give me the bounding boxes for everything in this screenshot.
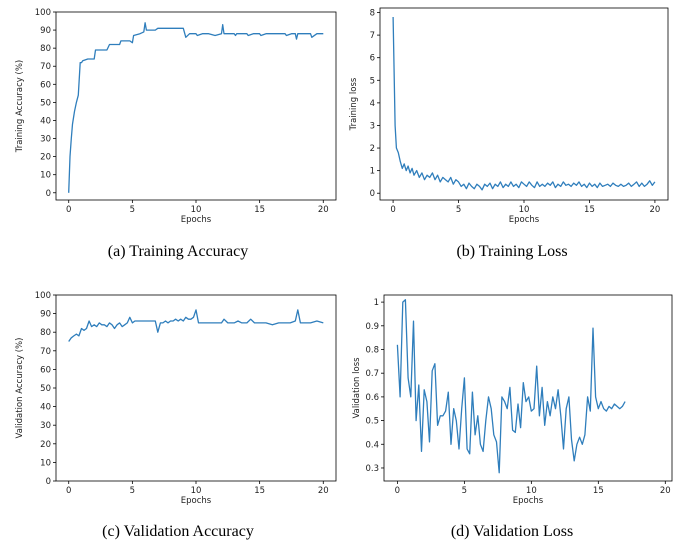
y-tick-label: 30 [40, 135, 51, 145]
y-tick-label: 90 [40, 310, 51, 320]
y-tick-label: 20 [40, 153, 51, 163]
x-tick-label: 10 [526, 486, 537, 496]
y-tick-label: 3 [370, 121, 375, 131]
y-tick-label: 0.6 [365, 393, 379, 403]
x-tick-label: 20 [318, 486, 329, 496]
y-tick-label: 8 [370, 9, 375, 19]
y-tick-label: 60 [40, 365, 51, 375]
plot-frame [55, 11, 337, 201]
y-axis-label: Validation loss [352, 357, 362, 419]
y-tick-label: 90 [40, 26, 51, 36]
y-tick-label: 0.4 [365, 440, 379, 450]
x-tick-label: 15 [254, 205, 265, 215]
chart-panel: 0 5 10 15 20 0 10 20 30 40 50 60 70 80 90 100 Epochs Trai… [15, 8, 337, 260]
chart-caption: (c) Validation Accuracy [102, 523, 254, 540]
x-axis-label: Epochs [509, 215, 540, 225]
plot-frame [383, 294, 673, 482]
x-tick-label: 15 [593, 486, 604, 496]
x-tick-label: 20 [318, 205, 329, 215]
y-tick-label: 0.3 [365, 464, 379, 474]
plot-frame [55, 294, 337, 482]
chart-panel: 0 5 10 15 20 0.3 0.4 0.5 0.6 0.7 0.8 0.9 1 Epochs Vali… [352, 294, 673, 540]
x-tick-label: 5 [130, 486, 135, 496]
y-tick-label: 20 [40, 440, 51, 450]
y-tick-label: 70 [40, 347, 51, 357]
y-tick-label: 50 [40, 384, 51, 394]
x-tick-label: 5 [456, 205, 461, 215]
y-tick-label: 60 [40, 80, 51, 90]
x-tick-label: 0 [66, 486, 71, 496]
y-tick-label: 10 [40, 171, 51, 181]
y-tick-label: 100 [35, 291, 51, 301]
chart-caption: (d) Validation Loss [451, 523, 573, 540]
chart-panel: 0 5 10 15 20 0 1 2 3 4 5 6 7 8 Epochs Training loss (b) … [349, 7, 669, 260]
x-tick-label: 0 [66, 205, 71, 215]
y-tick-label: 0.7 [365, 369, 379, 379]
y-tick-label: 70 [40, 62, 51, 72]
y-tick-label: 1 [370, 167, 375, 177]
x-axis-label: Epochs [181, 496, 212, 506]
y-axis-label: Training Accuracy (%) [15, 60, 25, 153]
chart-panel: 0 5 10 15 20 0 10 20 30 40 50 60 70 80 90 100 Epochs Vali… [15, 291, 337, 540]
y-axis-label: Validation Accuracy (%) [15, 338, 25, 439]
y-tick-label: 80 [40, 44, 51, 54]
x-tick-label: 10 [191, 205, 202, 215]
x-axis-label: Epochs [513, 496, 544, 506]
y-tick-label: 80 [40, 328, 51, 338]
y-tick-label: 100 [35, 8, 51, 18]
x-tick-label: 0 [390, 205, 395, 215]
y-tick-label: 40 [40, 116, 51, 126]
x-tick-label: 5 [462, 486, 467, 496]
y-tick-label: 5 [370, 76, 375, 86]
x-tick-label: 15 [254, 486, 265, 496]
x-tick-label: 10 [519, 205, 530, 215]
x-tick-label: 15 [584, 205, 595, 215]
y-tick-label: 2 [370, 144, 375, 154]
x-tick-label: 5 [130, 205, 135, 215]
x-axis-label: Epochs [181, 215, 212, 225]
y-tick-label: 0.9 [365, 322, 379, 332]
y-tick-label: 0.8 [365, 345, 379, 355]
x-tick-label: 0 [395, 486, 400, 496]
y-tick-label: 0 [46, 189, 51, 199]
series-line [68, 309, 324, 342]
chart-caption: (a) Training Accuracy [108, 243, 248, 260]
y-tick-label: 40 [40, 403, 51, 413]
y-tick-label: 50 [40, 98, 51, 108]
y-tick-label: 30 [40, 421, 51, 431]
series-line [392, 16, 656, 191]
y-tick-label: 0.5 [365, 417, 379, 427]
series-line [396, 299, 626, 474]
y-tick-label: 1 [374, 298, 379, 308]
y-tick-label: 4 [370, 99, 375, 109]
y-tick-label: 10 [40, 458, 51, 468]
series-line [68, 22, 324, 193]
chart-caption: (b) Training Loss [456, 243, 567, 260]
y-axis-label: Training loss [349, 77, 359, 131]
x-tick-label: 20 [649, 205, 660, 215]
y-tick-label: 7 [370, 31, 375, 41]
y-tick-label: 0 [46, 477, 51, 487]
x-tick-label: 10 [191, 486, 202, 496]
x-tick-label: 20 [660, 486, 671, 496]
plot-frame [379, 7, 669, 201]
y-tick-label: 6 [370, 54, 375, 64]
y-tick-label: 0 [370, 189, 375, 199]
